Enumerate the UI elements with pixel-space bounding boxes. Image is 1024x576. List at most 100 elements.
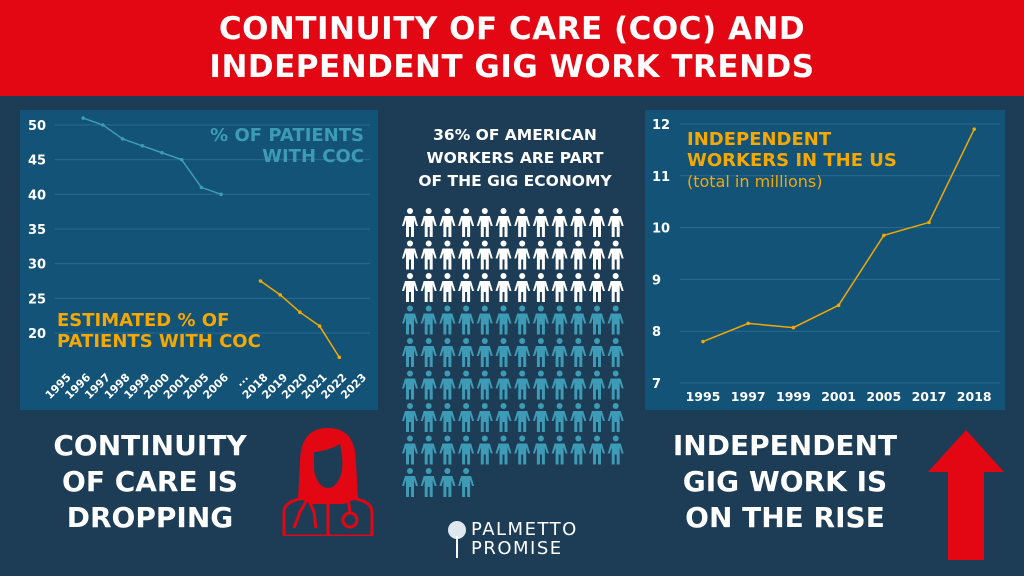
gig-worker-person-icon — [589, 240, 605, 270]
person-body — [476, 378, 493, 400]
person-head — [463, 208, 470, 214]
person-body — [532, 411, 549, 432]
person-head — [407, 273, 413, 279]
person-body — [439, 216, 456, 237]
person-body — [495, 281, 512, 302]
person-head — [500, 305, 507, 312]
person-head — [407, 240, 413, 247]
worker-person-icon — [402, 468, 418, 497]
caption-line: ON THE RISE — [685, 501, 885, 534]
person-body — [570, 281, 587, 302]
person-body — [458, 476, 475, 497]
person-head — [537, 273, 544, 279]
gig-worker-person-icon — [458, 240, 475, 270]
person-body — [476, 281, 493, 302]
person-body — [439, 443, 456, 465]
caption-line: GIG WORK IS — [682, 465, 888, 498]
data-point — [791, 325, 796, 330]
headline-line: 36% OF AMERICAN — [433, 126, 597, 144]
worker-person-icon — [514, 435, 531, 465]
coc-dropping-caption: CONTINUITY OF CARE IS DROPPING — [30, 428, 270, 536]
person-body — [532, 313, 549, 335]
person-body — [439, 476, 456, 497]
person-head — [407, 435, 413, 442]
person-head — [575, 338, 582, 344]
header-banner: CONTINUITY OF CARE (COC) AND INDEPENDENT… — [0, 0, 1024, 96]
person-body — [476, 346, 493, 367]
coc-series-label: % OF PATIENTS WITH COC — [180, 125, 364, 167]
person-body — [607, 313, 624, 335]
estimated-series-label: ESTIMATED % OF PATIENTS WITH COC — [57, 310, 261, 352]
person-body — [570, 443, 587, 465]
person-head — [612, 435, 619, 442]
person-head — [594, 240, 600, 247]
person-head — [463, 305, 470, 312]
person-head — [519, 305, 526, 312]
gig-worker-person-icon — [570, 208, 587, 237]
gig-worker-person-icon — [458, 208, 475, 237]
person-body — [514, 378, 531, 400]
data-point — [317, 324, 322, 328]
person-head — [612, 240, 619, 247]
worker-person-icon — [514, 370, 531, 400]
worker-person-icon — [458, 468, 475, 497]
person-body — [607, 378, 624, 400]
person-head — [612, 370, 619, 377]
person-body — [495, 443, 512, 465]
person-body — [607, 248, 624, 270]
person-head — [481, 208, 488, 214]
person-head — [500, 273, 507, 279]
person-head — [594, 305, 600, 312]
gig-worker-person-icon — [532, 273, 549, 302]
person-body — [402, 313, 418, 335]
person-head — [407, 305, 413, 312]
gig-rising-caption: INDEPENDENT GIG WORK IS ON THE RISE — [655, 428, 915, 536]
person-body — [551, 443, 568, 465]
person-head — [444, 338, 451, 344]
person-head — [556, 435, 563, 442]
worker-person-icon — [439, 468, 456, 497]
y-tick-label: 9 — [652, 273, 661, 288]
palmetto-promise-logo: PALMETTO PROMISE — [445, 520, 578, 558]
worker-person-icon — [607, 370, 624, 400]
person-body — [476, 411, 493, 432]
person-head — [444, 208, 451, 214]
worker-person-icon — [420, 403, 437, 432]
data-point — [972, 127, 976, 131]
label-line: WITH COC — [262, 146, 364, 167]
person-body — [476, 443, 493, 465]
person-body — [589, 248, 605, 270]
person-body — [495, 346, 512, 367]
person-body — [514, 346, 531, 367]
arrow-up-icon — [928, 430, 1004, 560]
person-body — [551, 216, 568, 237]
person-body — [476, 216, 493, 237]
gig-worker-person-icon — [589, 208, 605, 237]
worker-person-icon — [570, 403, 587, 432]
person-head — [425, 240, 432, 247]
gig-worker-person-icon — [570, 273, 587, 302]
caption-line: CONTINUITY — [53, 429, 247, 462]
person-head — [612, 305, 619, 312]
person-head — [407, 403, 413, 409]
person-head — [519, 208, 526, 214]
label-line: ESTIMATED % OF — [57, 310, 230, 331]
data-point — [120, 137, 125, 141]
worker-person-icon — [402, 403, 418, 432]
person-head — [444, 370, 451, 377]
data-point — [140, 144, 145, 148]
worker-person-icon — [420, 435, 437, 465]
person-head — [463, 435, 470, 442]
worker-person-icon — [570, 305, 587, 335]
worker-person-icon — [514, 403, 531, 432]
person-head — [500, 240, 507, 247]
person-body — [589, 378, 605, 400]
data-point — [199, 185, 204, 190]
gig-worker-person-icon — [420, 240, 437, 270]
worker-person-icon — [402, 435, 418, 465]
x-tick-label: 2001 — [821, 389, 856, 404]
person-head — [500, 208, 507, 214]
y-tick-label: 7 — [652, 377, 661, 392]
worker-person-icon — [476, 305, 493, 335]
gig-worker-person-icon — [495, 208, 512, 237]
